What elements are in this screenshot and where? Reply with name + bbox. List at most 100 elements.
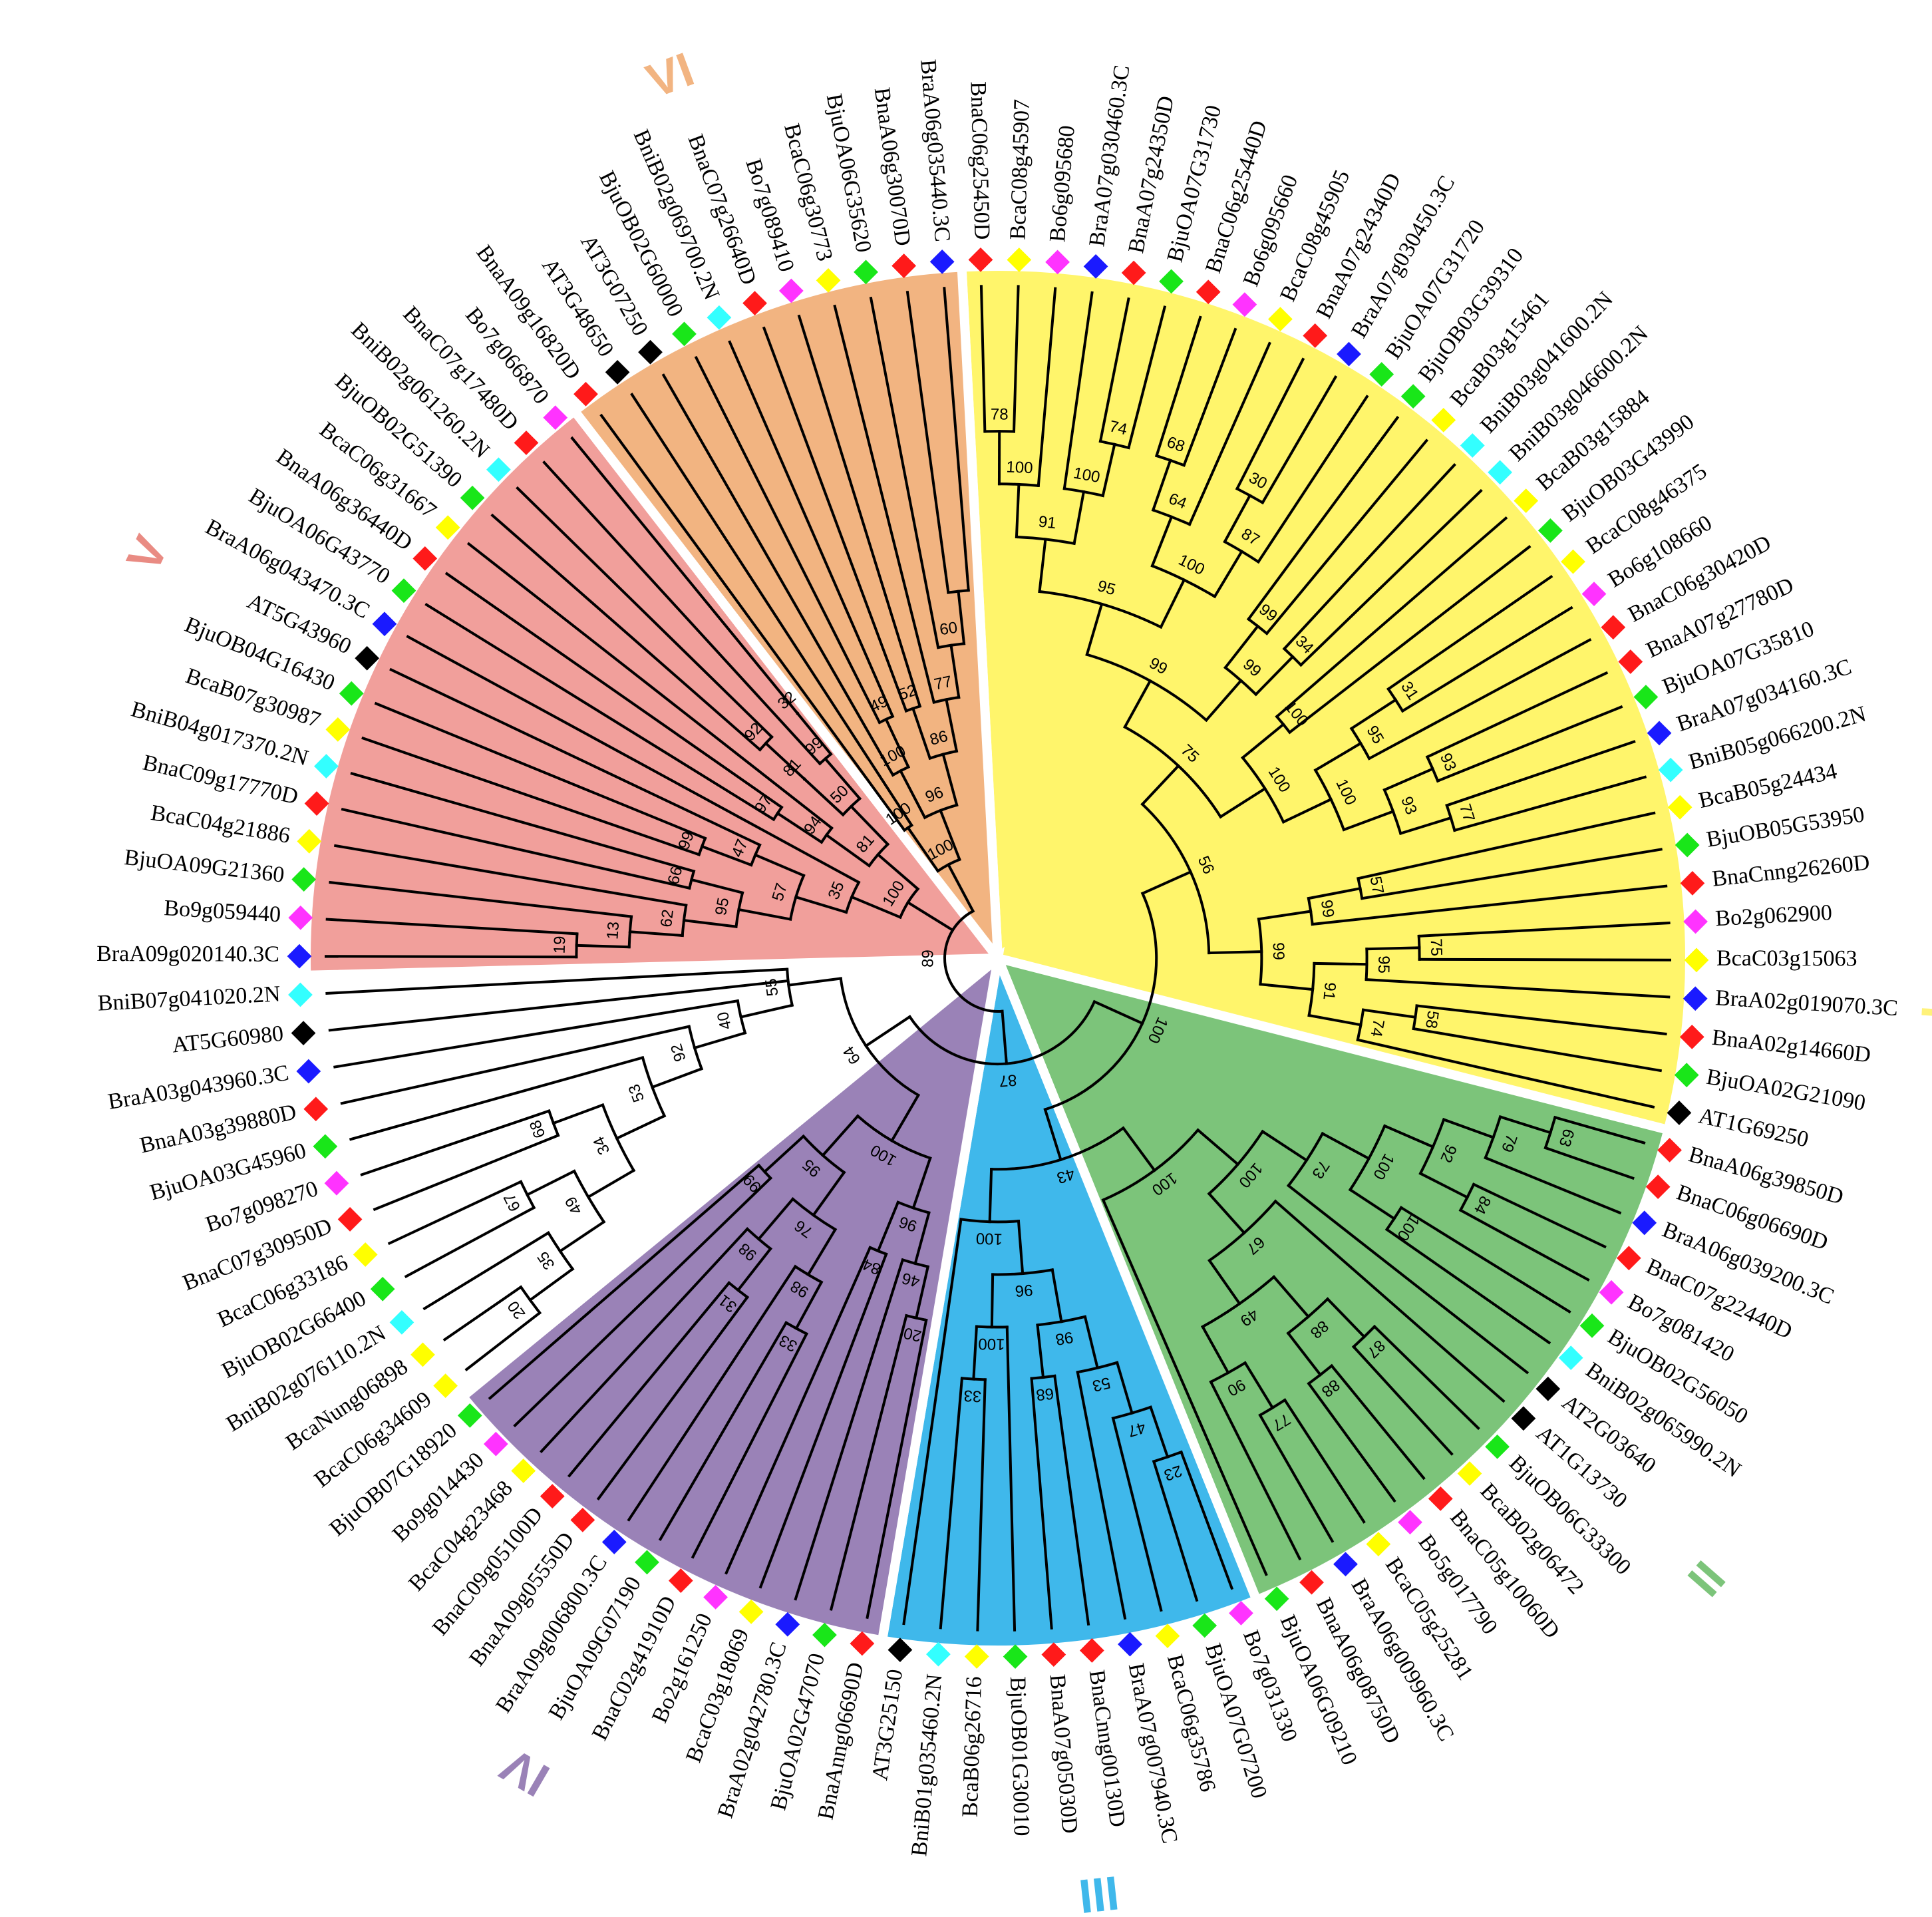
branch-line [764, 741, 806, 781]
branch-line [794, 1280, 824, 1331]
branch-line [1386, 575, 1553, 691]
branch-line [876, 852, 920, 891]
branch-line [758, 1252, 888, 1589]
species-marker-icon [483, 1431, 508, 1457]
branch-line [464, 1311, 542, 1371]
species-marker-icon [638, 339, 663, 365]
species-marker-icon [1674, 1063, 1699, 1088]
branch-line [1498, 1115, 1552, 1134]
branch-line [389, 667, 762, 847]
bootstrap-value: 96 [1015, 1281, 1034, 1300]
species-marker-icon [337, 1207, 363, 1232]
species-marker-icon [1333, 1552, 1358, 1577]
branch-arc [960, 1377, 987, 1381]
branch-line [1398, 816, 1453, 836]
branch-line [762, 1134, 806, 1174]
branch-line [340, 1025, 691, 1105]
branch-line [1259, 983, 1315, 991]
branch-line [1256, 395, 1369, 564]
branch-line [1127, 305, 1167, 450]
species-marker-icon [1079, 1638, 1104, 1663]
bootstrap-value: 20 [504, 1298, 530, 1322]
species-marker-icon [1457, 1461, 1482, 1486]
species-marker-icon [742, 291, 767, 316]
branch-line [1286, 1331, 1323, 1377]
branch-line [1050, 1268, 1063, 1323]
species-marker-icon [288, 982, 313, 1007]
branch-line [1152, 1459, 1199, 1602]
species-marker-icon [1581, 582, 1607, 606]
branch-line [1151, 458, 1172, 512]
species-marker-icon [296, 1059, 321, 1084]
leaf-label: AT5G60980 [171, 1021, 285, 1058]
branch-line [794, 895, 848, 914]
leaf-label: BnaC06g25450D [966, 81, 995, 240]
branch-line [945, 697, 959, 753]
branch-arc [943, 909, 1004, 1013]
branch-line [1415, 1004, 1667, 1036]
branch-line [1260, 1129, 1309, 1162]
branch-line [1307, 1013, 1363, 1027]
branch-line [1372, 1324, 1480, 1431]
species-marker-icon [287, 944, 312, 969]
species-marker-icon [304, 791, 329, 816]
branch-line [1241, 722, 1285, 760]
species-marker-icon [812, 1622, 837, 1648]
bootstrap-value: 92 [667, 1041, 689, 1063]
branch-arc [959, 1218, 1021, 1224]
leaf-label: BcaC08g45907 [1006, 98, 1035, 240]
bootstrap-value: 74 [1108, 417, 1129, 438]
species-marker-icon [313, 1134, 338, 1159]
species-marker-icon [738, 1599, 764, 1624]
leaf-label: BnaCnng26260D [1710, 850, 1871, 892]
branch-line [1472, 1182, 1607, 1249]
bootstrap-value: 19 [551, 936, 569, 954]
branch-line [422, 1231, 551, 1311]
species-marker-icon [1683, 986, 1708, 1011]
branch-line [1111, 1416, 1163, 1612]
branch-line [324, 955, 578, 959]
branch-line [889, 1093, 921, 1143]
branch-line [1037, 287, 1057, 488]
species-marker-icon [1647, 721, 1672, 746]
species-marker-icon [968, 247, 993, 272]
branch-arc [1200, 1275, 1276, 1329]
species-marker-icon [573, 381, 598, 407]
branch-arc [856, 1114, 932, 1160]
branch-line [905, 290, 950, 594]
branch-arc [575, 932, 579, 959]
branch-line [914, 1265, 930, 1320]
branch-line [513, 1176, 773, 1428]
branch-line [1017, 1220, 1025, 1276]
species-marker-icon [605, 360, 630, 385]
branch-line [823, 757, 862, 800]
species-marker-icon [303, 1097, 329, 1122]
branch-line [869, 296, 940, 649]
branch-line [1246, 416, 1400, 621]
branch-line [700, 844, 753, 867]
species-marker-icon [1599, 1280, 1624, 1305]
branch-line [1299, 488, 1483, 667]
leaf-label: BjuOB01G30010 [1005, 1676, 1034, 1836]
bootstrap-value: 95 [1374, 956, 1392, 973]
species-marker-icon [543, 405, 568, 431]
branch-line [833, 304, 936, 704]
branch-arc [907, 999, 1096, 1066]
species-marker-icon [353, 1242, 378, 1267]
branch-line [1356, 1038, 1655, 1109]
branch-line [575, 944, 631, 949]
species-marker-icon [435, 515, 460, 540]
branch-line [1218, 786, 1267, 819]
clade-label-VI: VI [640, 43, 701, 108]
leaf-label: AT3G25150 [868, 1667, 907, 1782]
species-marker-icon [891, 254, 917, 278]
branch-line [1159, 578, 1186, 629]
branch-line [939, 1377, 964, 1630]
branch-line [811, 1170, 846, 1217]
branch-line [905, 900, 955, 932]
branch-line [1367, 638, 1592, 761]
branch-line [1208, 1258, 1241, 1306]
branch-line [795, 711, 833, 757]
tree-branches [324, 285, 1672, 1632]
leaf-label: BcaC04g21886 [149, 800, 292, 848]
